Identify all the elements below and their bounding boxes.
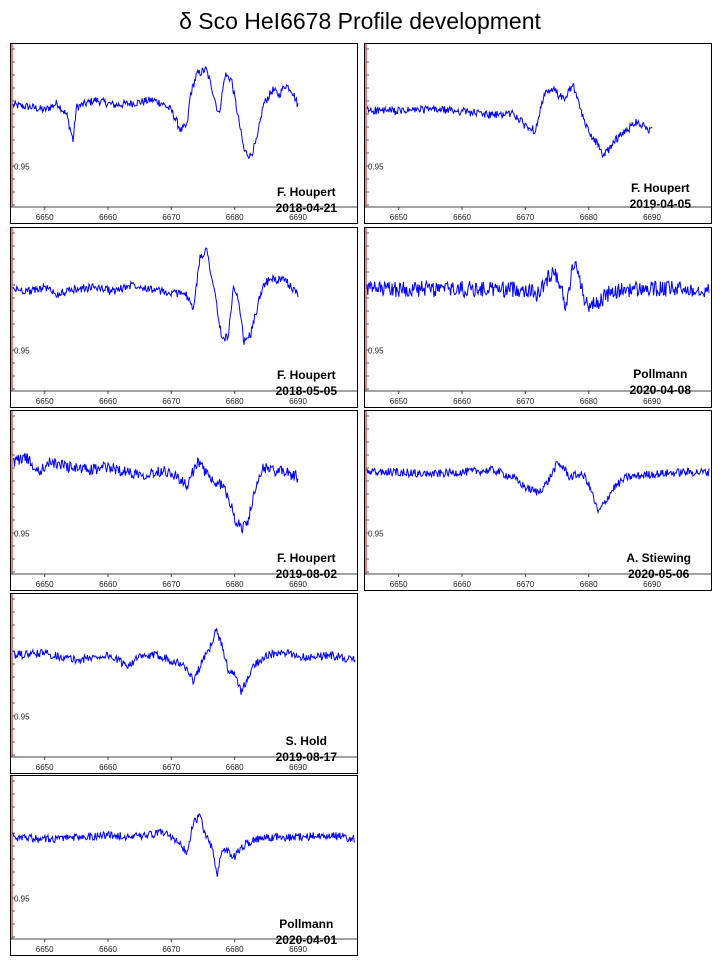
x-tick-label: 6660 <box>99 763 117 772</box>
x-tick-label: 6690 <box>643 213 661 222</box>
observation-date: 2019-08-02 <box>275 567 337 581</box>
y-tick-label: 0.95 <box>14 712 30 721</box>
observer-name: Pollmann <box>279 917 334 931</box>
spectrum-plot: 6650 6660 6670 6680 6690 0.95 <box>11 776 357 954</box>
observation-date: 2020-04-08 <box>629 383 691 397</box>
x-tick-label: 6680 <box>580 397 598 406</box>
x-tick-label: 6680 <box>580 213 598 222</box>
y-tick-label: 0.95 <box>14 894 30 903</box>
panel-label: F. Houpert 2019-04-05 <box>630 180 691 212</box>
spectrum-panel-3: 6650 6660 6670 6680 6690 0.95 F. Houpert 2018… <box>10 227 358 408</box>
panel-label: F. Houpert 2018-05-05 <box>276 367 337 399</box>
spectrum-panel-7: 6650 6660 6670 6680 6690 0.95 S. Hold 2019-08… <box>10 593 358 774</box>
x-tick-label: 6650 <box>36 213 54 222</box>
spectrum-plot: 6650 6660 6670 6680 6690 0.95 <box>365 228 711 406</box>
x-tick-label: 6670 <box>162 763 180 772</box>
y-tick-label: 0.95 <box>14 529 30 538</box>
observer-name: F. Houpert <box>276 551 336 565</box>
spectrum-plot: 6650 6660 6670 6680 6690 0.95 <box>11 44 357 222</box>
x-tick-label: 6690 <box>289 213 307 222</box>
x-tick-label: 6680 <box>226 580 244 589</box>
x-tick-label: 6660 <box>453 213 471 222</box>
observation-date: 2020-04-01 <box>275 933 337 947</box>
spectrum-panel-8: 6650 6660 6670 6680 6690 0.95 Pollmann 2020-0… <box>10 775 358 956</box>
x-tick-label: 6690 <box>643 397 661 406</box>
observer-name: F. Houpert <box>630 181 690 195</box>
x-tick-label: 6670 <box>516 397 534 406</box>
x-tick-label: 6690 <box>289 945 307 954</box>
x-tick-label: 6650 <box>390 213 408 222</box>
spectrum-line <box>12 452 299 535</box>
observer-name: F. Houpert <box>276 185 336 199</box>
spectrum-panel-5: 6650 6660 6670 6680 6690 0.95 F. Houpert 2019… <box>10 410 358 591</box>
observer-name: Pollmann <box>633 367 688 381</box>
y-tick-label: 0.95 <box>14 346 30 355</box>
x-tick-label: 6660 <box>99 397 117 406</box>
x-tick-label: 6670 <box>516 580 534 589</box>
x-tick-label: 6680 <box>226 397 244 406</box>
x-tick-label: 6660 <box>99 213 117 222</box>
spectrum-panel-4: 6650 6660 6670 6680 6690 0.95 Pollmann 2020-0… <box>364 227 712 408</box>
observer-name: A. Stiewing <box>626 551 691 565</box>
x-tick-label: 6680 <box>580 580 598 589</box>
x-tick-label: 6670 <box>162 580 180 589</box>
spectrum-plot: 6650 6660 6670 6680 6690 0.95 <box>365 44 711 222</box>
y-tick-label: 0.95 <box>368 529 384 538</box>
x-tick-label: 6680 <box>226 945 244 954</box>
spectrum-line <box>12 247 299 345</box>
panel-label: Pollmann 2020-04-01 <box>276 916 337 948</box>
x-tick-label: 6660 <box>453 580 471 589</box>
panel-label: F. Houpert 2019-08-02 <box>276 550 337 582</box>
panel-label: A. Stiewing 2020-05-06 <box>626 550 691 582</box>
panel-label: F. Houpert 2018-04-21 <box>276 184 337 216</box>
x-tick-label: 6670 <box>162 397 180 406</box>
x-tick-label: 6650 <box>390 580 408 589</box>
observation-date: 2018-05-05 <box>275 384 337 398</box>
observation-date: 2020-05-06 <box>627 567 690 581</box>
y-tick-label: 0.95 <box>14 162 30 171</box>
panel-label: Pollmann 2020-04-08 <box>630 366 691 398</box>
x-tick-label: 6690 <box>643 580 661 589</box>
x-tick-label: 6680 <box>226 213 244 222</box>
spectrum-panel-6: 6650 6660 6670 6680 6690 0.95 A. Stiewing 202… <box>364 410 712 591</box>
spectrum-plot: 6650 6660 6670 6680 6690 0.95 <box>365 411 711 589</box>
spectrum-line <box>12 812 356 877</box>
x-tick-label: 6670 <box>516 213 534 222</box>
spectrum-plot: 6650 6660 6670 6680 6690 0.95 <box>11 228 357 406</box>
y-tick-label: 0.95 <box>368 162 384 171</box>
x-tick-label: 6650 <box>36 397 54 406</box>
x-tick-label: 6690 <box>289 397 307 406</box>
x-tick-label: 6670 <box>162 213 180 222</box>
spectrum-line <box>12 628 356 695</box>
observation-date: 2019-08-17 <box>275 750 337 764</box>
x-tick-label: 6650 <box>36 945 54 954</box>
x-tick-label: 6690 <box>289 763 307 772</box>
spectrum-plot: 6650 6660 6670 6680 6690 0.95 <box>11 594 357 772</box>
x-tick-label: 6650 <box>390 397 408 406</box>
page-title: δ Sco HeI6678 Profile development <box>179 8 541 34</box>
x-tick-label: 6690 <box>289 580 307 589</box>
x-tick-label: 6660 <box>99 580 117 589</box>
spectrum-line <box>12 66 299 159</box>
x-tick-label: 6680 <box>226 763 244 772</box>
observer-name: S. Hold <box>285 734 327 748</box>
spectrum-panel-2: 6650 6660 6670 6680 6690 0.95 F. Houpert 2019… <box>364 43 712 224</box>
observation-date: 2019-04-05 <box>629 197 691 211</box>
panel-label: S. Hold 2019-08-17 <box>276 733 337 765</box>
spectrum-plot: 6650 6660 6670 6680 6690 0.95 <box>11 411 357 589</box>
observer-name: F. Houpert <box>276 368 336 382</box>
observation-date: 2018-04-21 <box>275 201 337 215</box>
spectrum-line <box>366 460 710 515</box>
spectrum-panel-1: 6650 6660 6670 6680 6690 0.95 F. Houpert 2018… <box>10 43 358 224</box>
x-tick-label: 6660 <box>453 397 471 406</box>
x-tick-label: 6650 <box>36 580 54 589</box>
x-tick-label: 6650 <box>36 763 54 772</box>
x-tick-label: 6670 <box>162 945 180 954</box>
x-tick-label: 6660 <box>99 945 117 954</box>
spectrum-line <box>366 82 653 159</box>
spectrum-line <box>366 260 710 312</box>
y-tick-label: 0.95 <box>368 346 384 355</box>
